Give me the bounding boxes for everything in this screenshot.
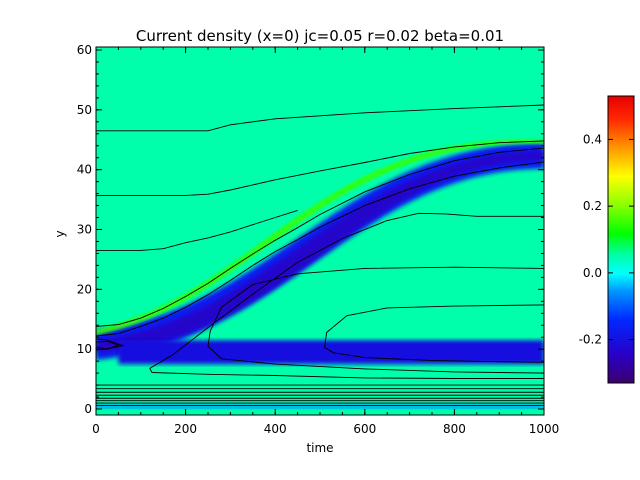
colorbar-tick-label: -0.2	[579, 333, 602, 347]
contour-line-8	[324, 304, 544, 363]
contour-line-2	[96, 140, 544, 196]
contour-line-9	[96, 340, 120, 350]
x-tick-label: 600	[353, 422, 376, 436]
y-tick-label: 10	[77, 342, 92, 356]
chart-title: Current density (x=0) jc=0.05 r=0.02 bet…	[136, 27, 504, 45]
heatmap-feature-bottom-layer	[96, 404, 544, 410]
x-tick-label: 200	[174, 422, 197, 436]
y-tick-label: 0	[84, 402, 92, 416]
plot-area	[96, 47, 544, 415]
heatmap-feature-positive-ridge	[96, 139, 544, 336]
contour-lines	[96, 104, 544, 406]
colorbar-fill	[607, 95, 635, 384]
colorbar-tick-label: 0.4	[583, 132, 602, 146]
colorbar-tick-label: 0.0	[583, 266, 602, 280]
colorbar-ticks: -0.2 0.0 0.2 0.4	[579, 132, 634, 347]
heatmap-feature-main-band-core	[96, 150, 544, 353]
y-tick-label: 30	[77, 223, 92, 237]
y-tick-label: 60	[77, 43, 92, 57]
contour-line-3	[96, 209, 298, 251]
heatmap-feature-lower-band	[118, 340, 544, 365]
x-tick-label: 400	[264, 422, 287, 436]
x-tick-label: 0	[92, 422, 100, 436]
x-tick-label: 1000	[529, 422, 560, 436]
colorbar: -0.2 0.0 0.2 0.4	[579, 95, 635, 384]
contour-line-5	[96, 161, 544, 337]
x-axis-label: time	[306, 441, 333, 455]
contour-line-1	[96, 104, 544, 132]
x-tick-label: 800	[443, 422, 466, 436]
y-tick-label: 50	[77, 103, 92, 117]
y-axis-label: y	[53, 230, 67, 237]
y-tick-label: 40	[77, 163, 92, 177]
y-tick-label: 20	[77, 282, 92, 296]
contour-line-7	[207, 266, 544, 374]
contour-line-6	[149, 212, 544, 379]
contour-line-4	[96, 147, 544, 327]
colorbar-tick-label: 0.2	[583, 199, 602, 213]
heatmap-features	[96, 139, 544, 410]
axes: 0 200 400 600 800 1000 0 10 20 30 40 50 60	[77, 43, 560, 436]
